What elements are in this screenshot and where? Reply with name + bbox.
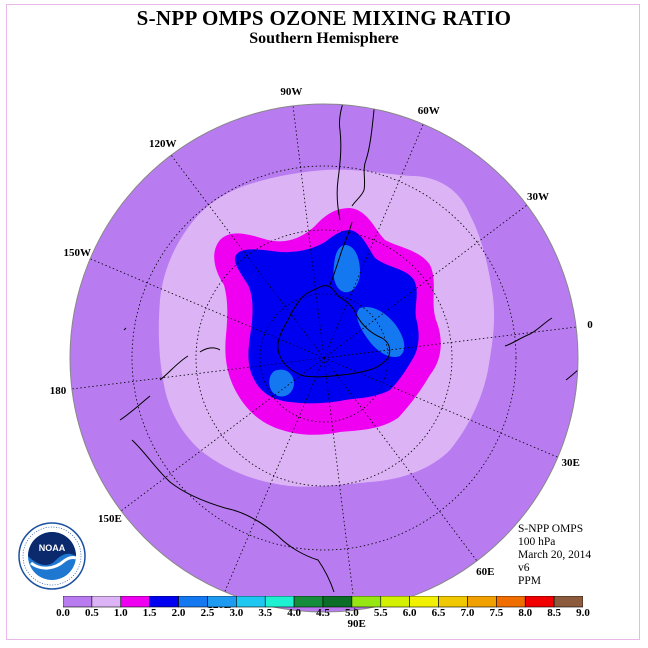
colorbar-tick-label: 6.5 <box>431 607 446 619</box>
colorbar-swatch <box>91 596 122 608</box>
colorbar-tick-label: 8.0 <box>518 607 533 619</box>
info-line-version: v6 <box>518 562 530 574</box>
ozone-contour-2.0-2.5-c <box>269 369 294 397</box>
colorbar-tick-label: 7.5 <box>489 607 504 619</box>
longitude-label: 30E <box>561 456 580 469</box>
colorbar-tick-label: 2.0 <box>171 607 186 619</box>
colorbar-swatch <box>496 596 526 608</box>
longitude-label: 150E <box>98 513 122 526</box>
coastlines <box>119 104 578 593</box>
colorbar-tick-label: 9.0 <box>576 607 590 619</box>
colorbar-tick-label: 6.0 <box>402 607 417 619</box>
colorbar-tick-label: 1.5 <box>142 607 157 619</box>
colorbar-swatch <box>149 596 179 608</box>
map-info-panel: S-NPP OMPS 100 hPa March 20, 2014 v6 PPM <box>518 523 591 588</box>
colorbar-tick-label: 5.5 <box>373 607 388 619</box>
longitude-label: 180 <box>49 384 67 397</box>
map-subtitle: Southern Hemisphere <box>249 30 399 47</box>
colorbar-swatch <box>409 596 439 608</box>
colorbar-tick-label: 3.0 <box>229 607 244 619</box>
colorbar-tick-label: 1.0 <box>113 607 128 619</box>
colorbar-tick-label: 8.5 <box>547 607 561 619</box>
colorbar-swatch <box>524 596 555 608</box>
ozone-contour-2.0-2.5-b <box>357 306 405 358</box>
colorbar-swatch <box>120 596 150 608</box>
longitude-label: 0 <box>587 319 593 332</box>
colorbar-tick-label: 2.5 <box>200 607 215 619</box>
longitude-label: 30W <box>527 190 550 203</box>
info-line-unit: PPM <box>518 575 542 587</box>
colorbar-swatch <box>293 596 324 608</box>
figure-frame <box>6 4 640 640</box>
colorbar-tick-label: 4.5 <box>316 607 330 619</box>
noaa-logo-text: NOAA <box>39 543 66 553</box>
colorbar-tick-label: 0.5 <box>85 607 99 619</box>
info-line-pressure: 100 hPa <box>518 536 556 548</box>
colorbar-swatch <box>264 596 295 608</box>
longitude-label: 60E <box>476 566 495 579</box>
map-boundary <box>69 103 579 613</box>
longitude-label: 90E <box>347 618 366 630</box>
colorbar-swatch <box>178 596 208 608</box>
colorbar-swatch <box>467 596 497 608</box>
latitude-circle <box>131 165 517 551</box>
colorbar-swatch <box>351 596 382 608</box>
colorbar-tick-label: 7.0 <box>460 607 475 619</box>
colorbar-tick-label: 0.0 <box>56 607 70 619</box>
colorbar-tick-label: 4.0 <box>287 607 301 619</box>
colorbar-swatch <box>207 596 237 608</box>
colorbar-swatch <box>63 596 93 608</box>
colorbar-swatch <box>438 596 468 608</box>
ozone-contour-1.5-2.0 <box>234 230 419 404</box>
longitude-label: 150W <box>63 247 92 260</box>
colorbar-swatch <box>322 596 353 608</box>
colorbar-tick-label: 5.0 <box>345 607 359 619</box>
info-line-date: March 20, 2014 <box>518 549 592 561</box>
longitude-label: 120W <box>148 137 177 150</box>
info-line-satellite: S-NPP OMPS <box>518 523 584 535</box>
colorbar <box>63 596 583 608</box>
colorbar-swatch <box>380 596 410 608</box>
longitude-label: 60W <box>417 105 440 118</box>
colorbar-swatch <box>553 596 583 608</box>
colorbar-swatch <box>236 596 266 608</box>
map-title: S-NPP OMPS OZONE MIXING RATIO <box>136 6 512 30</box>
longitude-label: 90W <box>280 85 303 98</box>
colorbar-tick-label: 3.5 <box>258 607 273 619</box>
noaa-logo: NOAA <box>18 522 86 590</box>
latitude-circle <box>195 229 453 487</box>
